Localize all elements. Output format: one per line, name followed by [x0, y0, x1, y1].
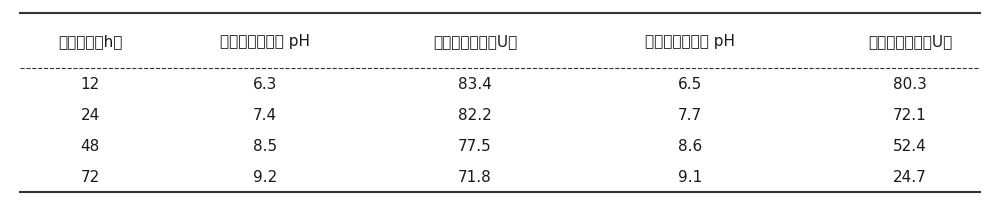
- Text: 72: 72: [80, 169, 100, 184]
- Text: 77.5: 77.5: [458, 138, 492, 153]
- Text: 48: 48: [80, 138, 100, 153]
- Text: 24: 24: [80, 107, 100, 122]
- Text: 6.5: 6.5: [678, 77, 702, 92]
- Text: 6.3: 6.3: [253, 77, 277, 92]
- Text: 12: 12: [80, 77, 100, 92]
- Text: 82.2: 82.2: [458, 107, 492, 122]
- Text: 8.6: 8.6: [678, 138, 702, 153]
- Text: 9.1: 9.1: [678, 169, 702, 184]
- Text: 24.7: 24.7: [893, 169, 927, 184]
- Text: 7.4: 7.4: [253, 107, 277, 122]
- Text: 71.8: 71.8: [458, 169, 492, 184]
- Text: 取样时间（h）: 取样时间（h）: [58, 34, 122, 49]
- Text: 72.1: 72.1: [893, 107, 927, 122]
- Text: 试验菌株酶活（U）: 试验菌株酶活（U）: [433, 34, 517, 49]
- Text: 8.5: 8.5: [253, 138, 277, 153]
- Text: 83.4: 83.4: [458, 77, 492, 92]
- Text: 80.3: 80.3: [893, 77, 927, 92]
- Text: 试验菌株发酵液 pH: 试验菌株发酵液 pH: [220, 34, 310, 49]
- Text: 对照菌株发酵液 pH: 对照菌株发酵液 pH: [645, 34, 735, 49]
- Text: 对照菌株酶活（U）: 对照菌株酶活（U）: [868, 34, 952, 49]
- Text: 9.2: 9.2: [253, 169, 277, 184]
- Text: 7.7: 7.7: [678, 107, 702, 122]
- Text: 52.4: 52.4: [893, 138, 927, 153]
